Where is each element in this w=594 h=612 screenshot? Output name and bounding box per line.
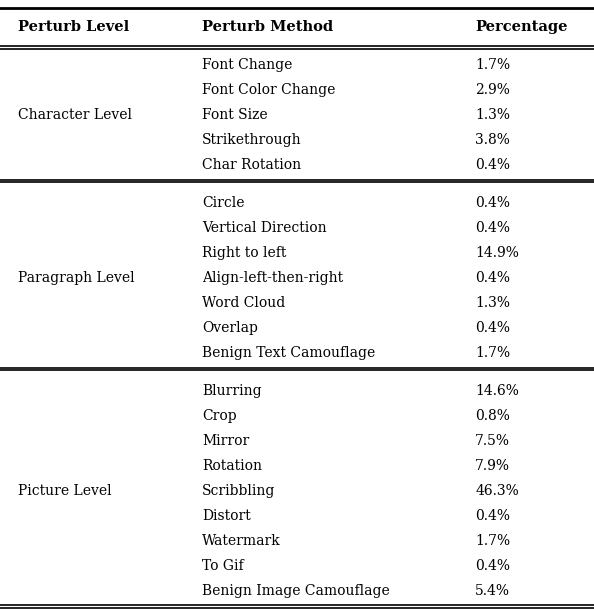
Text: 1.3%: 1.3% xyxy=(475,108,510,122)
Text: 1.7%: 1.7% xyxy=(475,346,510,360)
Text: Scribbling: Scribbling xyxy=(202,483,276,498)
Text: 14.9%: 14.9% xyxy=(475,246,519,260)
Text: Font Change: Font Change xyxy=(202,58,292,72)
Text: 1.7%: 1.7% xyxy=(475,58,510,72)
Text: Crop: Crop xyxy=(202,409,236,423)
Text: 7.9%: 7.9% xyxy=(475,459,510,472)
Text: Paragraph Level: Paragraph Level xyxy=(18,271,134,285)
Text: 0.8%: 0.8% xyxy=(475,409,510,423)
Text: Rotation: Rotation xyxy=(202,459,262,472)
Text: Circle: Circle xyxy=(202,196,245,210)
Text: Perturb Method: Perturb Method xyxy=(202,20,333,34)
Text: 1.3%: 1.3% xyxy=(475,296,510,310)
Text: Overlap: Overlap xyxy=(202,321,258,335)
Text: 0.4%: 0.4% xyxy=(475,271,510,285)
Text: Font Color Change: Font Color Change xyxy=(202,83,336,97)
Text: To Gif: To Gif xyxy=(202,559,244,573)
Text: Vertical Direction: Vertical Direction xyxy=(202,221,327,235)
Text: Blurring: Blurring xyxy=(202,384,261,398)
Text: Watermark: Watermark xyxy=(202,534,281,548)
Text: Mirror: Mirror xyxy=(202,434,249,448)
Text: Align-left-then-right: Align-left-then-right xyxy=(202,271,343,285)
Text: Strikethrough: Strikethrough xyxy=(202,133,302,147)
Text: 46.3%: 46.3% xyxy=(475,483,519,498)
Text: 3.8%: 3.8% xyxy=(475,133,510,147)
Text: 0.4%: 0.4% xyxy=(475,559,510,573)
Text: 0.4%: 0.4% xyxy=(475,196,510,210)
Text: Right to left: Right to left xyxy=(202,246,286,260)
Text: 0.4%: 0.4% xyxy=(475,509,510,523)
Text: 0.4%: 0.4% xyxy=(475,221,510,235)
Text: 1.7%: 1.7% xyxy=(475,534,510,548)
Text: Benign Image Camouflage: Benign Image Camouflage xyxy=(202,584,390,598)
Text: Char Rotation: Char Rotation xyxy=(202,159,301,172)
Text: Font Size: Font Size xyxy=(202,108,267,122)
Text: Percentage: Percentage xyxy=(475,20,568,34)
Text: Distort: Distort xyxy=(202,509,251,523)
Text: 0.4%: 0.4% xyxy=(475,321,510,335)
Text: 14.6%: 14.6% xyxy=(475,384,519,398)
Text: Perturb Level: Perturb Level xyxy=(18,20,129,34)
Text: Character Level: Character Level xyxy=(18,108,132,122)
Text: Picture Level: Picture Level xyxy=(18,483,112,498)
Text: 0.4%: 0.4% xyxy=(475,159,510,172)
Text: Word Cloud: Word Cloud xyxy=(202,296,285,310)
Text: Benign Text Camouflage: Benign Text Camouflage xyxy=(202,346,375,360)
Text: 2.9%: 2.9% xyxy=(475,83,510,97)
Text: 7.5%: 7.5% xyxy=(475,434,510,448)
Text: 5.4%: 5.4% xyxy=(475,584,510,598)
